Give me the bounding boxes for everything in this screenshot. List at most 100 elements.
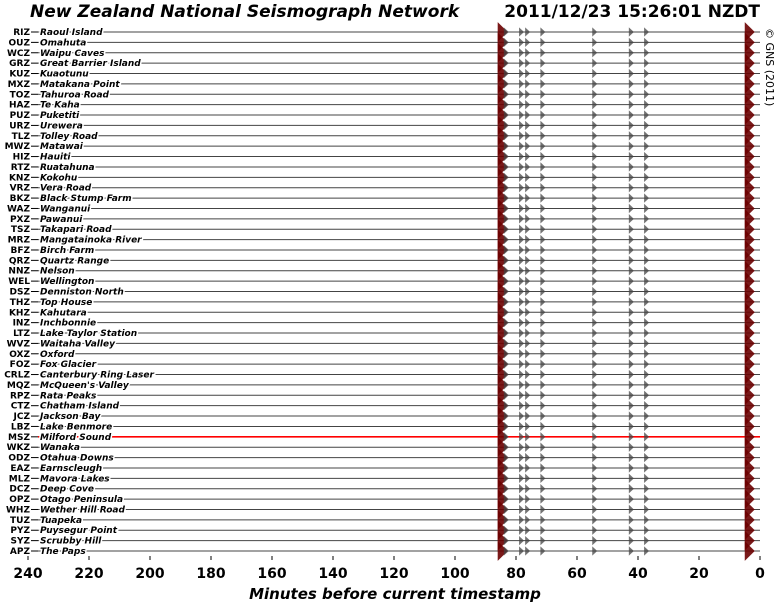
event-burst (628, 89, 634, 99)
station-name: Vera Road (40, 184, 92, 194)
station-name: Wether Hill Road (40, 505, 125, 515)
event-burst (644, 359, 650, 369)
event-burst (592, 546, 598, 556)
event-burst (644, 328, 650, 338)
event-burst (525, 380, 531, 390)
event-burst (644, 317, 650, 328)
event-burst (628, 58, 634, 68)
event-burst (503, 37, 509, 48)
event-burst (519, 214, 525, 224)
x-tick-label: 220 (74, 566, 103, 582)
event-burst (628, 214, 634, 224)
event-burst (525, 317, 531, 328)
station-name: Denniston North (40, 288, 124, 298)
event-burst (525, 390, 531, 400)
event-burst (592, 214, 598, 224)
event-burst (592, 463, 598, 473)
event-burst (519, 255, 525, 266)
event-burst (592, 172, 598, 182)
event-burst (519, 266, 525, 276)
event-burst (503, 110, 509, 120)
event-burst (540, 266, 546, 276)
event-burst (519, 349, 525, 359)
station-code: WAZ (7, 204, 30, 214)
event-burst (644, 338, 650, 349)
event-burst (644, 525, 650, 535)
event-burst (644, 494, 650, 504)
event-burst (519, 421, 525, 432)
event-burst (628, 349, 634, 359)
station-code: CTZ (11, 402, 31, 412)
event-burst (644, 110, 650, 120)
event-burst (525, 328, 531, 338)
event-burst (519, 546, 525, 556)
station-code: WEL (8, 277, 30, 287)
station-code: OPZ (9, 495, 30, 505)
event-burst (628, 68, 634, 79)
station-name: Quartz Range (40, 256, 109, 266)
station-name: Takapari Road (40, 225, 112, 235)
event-burst (592, 27, 598, 37)
event-burst (525, 203, 531, 214)
station-code: PYZ (10, 526, 30, 536)
station-name: Chatham Island (40, 402, 120, 412)
event-burst (540, 349, 546, 359)
station-name: Fox Glacier (40, 360, 97, 370)
event-burst (644, 37, 650, 48)
event-burst (540, 131, 546, 141)
event-burst (519, 99, 525, 110)
event-burst (525, 172, 531, 182)
station-code: CRLZ (4, 371, 30, 381)
event-burst (519, 89, 525, 99)
station-name: Pawanui (40, 215, 83, 225)
event-burst (592, 473, 598, 484)
event-burst (644, 27, 650, 37)
event-burst (540, 359, 546, 369)
event-burst (503, 193, 509, 203)
station-code: MXZ (8, 80, 31, 90)
station-code: DSZ (10, 288, 31, 298)
event-burst (503, 432, 509, 442)
station-code: RIZ (13, 28, 30, 38)
event-burst (503, 203, 509, 214)
event-burst (644, 131, 650, 141)
event-burst (503, 89, 509, 99)
station-name: Matawai (40, 142, 84, 152)
event-burst (503, 525, 509, 535)
event-burst (519, 515, 525, 525)
event-burst (525, 193, 531, 203)
station-code: VRZ (10, 184, 31, 194)
event-burst (503, 297, 509, 307)
event-burst (644, 442, 650, 452)
event-burst (644, 401, 650, 411)
event-burst (592, 525, 598, 535)
event-burst (628, 193, 634, 203)
event-burst (503, 286, 509, 297)
event-burst (592, 328, 598, 338)
event-burst (628, 452, 634, 463)
station-code: EAZ (10, 464, 30, 474)
event-burst (540, 203, 546, 214)
event-burst (503, 473, 509, 484)
station-name: Scrubby Hill (40, 537, 102, 547)
station-code: MWZ (5, 142, 31, 152)
event-burst (644, 546, 650, 556)
event-burst (503, 151, 509, 162)
x-tick-label: 160 (257, 566, 286, 582)
event-burst (503, 421, 509, 432)
event-burst (628, 151, 634, 162)
event-burst (592, 338, 598, 349)
event-burst (592, 89, 598, 99)
station-code: DCZ (9, 485, 30, 495)
event-burst (540, 27, 546, 37)
event-burst (525, 68, 531, 79)
event-burst (592, 79, 598, 89)
event-burst (644, 286, 650, 297)
event-burst (628, 162, 634, 172)
event-burst (592, 99, 598, 110)
event-burst (519, 245, 525, 255)
station-name: Mavora Lakes (40, 474, 110, 484)
event-burst (519, 203, 525, 214)
event-burst (592, 151, 598, 162)
